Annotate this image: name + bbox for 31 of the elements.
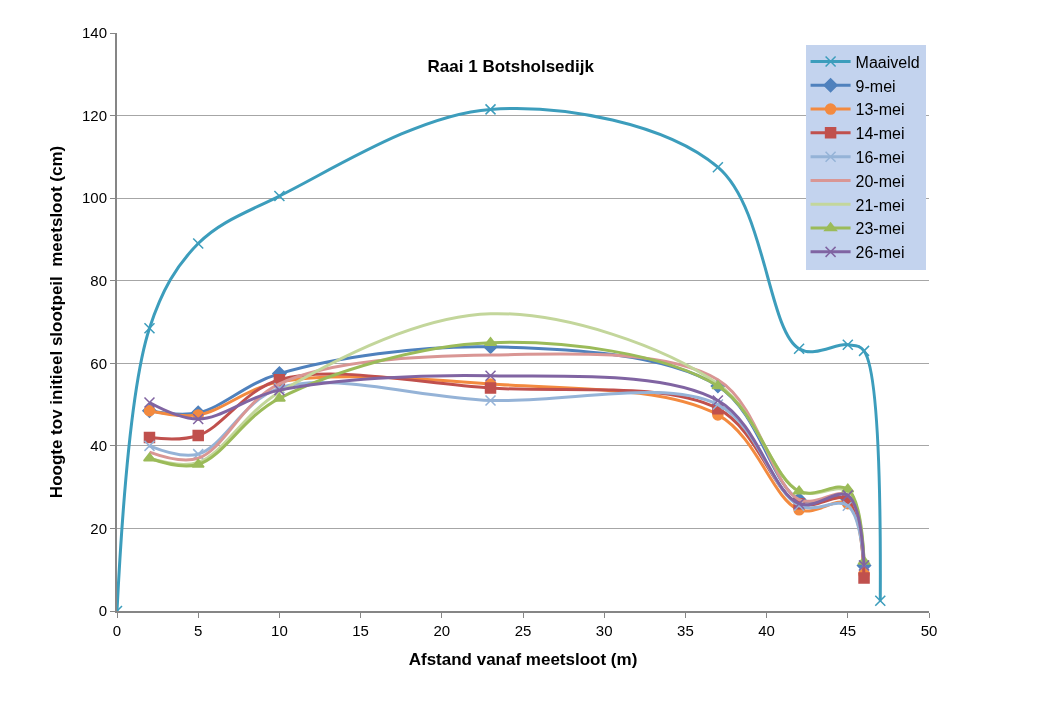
legend-label: 23-mei xyxy=(855,220,905,238)
legend-label: 16-mei xyxy=(855,148,905,166)
x-tick-label: 20 xyxy=(433,622,451,639)
text: Raai 1 Botsholsedijk xyxy=(427,56,595,76)
legend-label: 14-mei xyxy=(855,125,905,143)
y-tick-label: 100 xyxy=(81,189,107,207)
legend-label: 26-mei xyxy=(855,244,905,262)
y-tick-label: 0 xyxy=(98,602,107,620)
y-tick-label: 120 xyxy=(81,106,107,124)
x-tick-label: 30 xyxy=(595,622,613,639)
y-tick-label: 140 xyxy=(81,24,107,42)
x-tick-label: 25 xyxy=(514,622,532,639)
x-tick-label: 5 xyxy=(194,622,203,639)
x-tick-label: 35 xyxy=(677,622,694,639)
legend-label: 21-mei xyxy=(855,196,905,214)
x-tick-label: 45 xyxy=(839,622,857,639)
legend-label: Maaiveld xyxy=(855,53,920,71)
legend-label: 20-mei xyxy=(855,172,905,190)
legend-label: 9-mei xyxy=(855,77,896,95)
x-tick-label: 15 xyxy=(352,622,369,639)
y-tick-label: 80 xyxy=(90,271,107,289)
y-tick-label: 40 xyxy=(90,437,107,455)
x-tick-label: 50 xyxy=(920,622,938,639)
y-tick-label: 20 xyxy=(90,519,107,537)
x-axis-title: Afstand vanaf meetsloot (m) xyxy=(408,649,638,669)
x-tick-label: 10 xyxy=(271,622,288,639)
y-axis-title: Hoogte tov initieel slootpeil meetsloot (cm) xyxy=(47,145,67,499)
x-tick-label: 0 xyxy=(112,622,122,639)
legend-label: 13-mei xyxy=(855,101,905,119)
x-tick-label: 40 xyxy=(758,622,775,639)
y-tick-label: 60 xyxy=(90,354,107,372)
